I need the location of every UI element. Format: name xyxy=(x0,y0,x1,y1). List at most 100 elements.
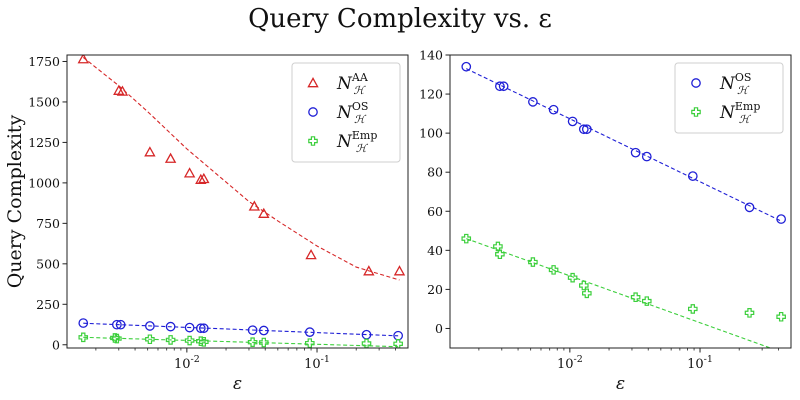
data-point-emp xyxy=(495,249,505,260)
series-emp xyxy=(461,233,786,348)
data-point-emp xyxy=(582,288,592,299)
data-point-emp xyxy=(641,296,652,306)
data-point-emp xyxy=(184,335,195,346)
legend-box xyxy=(291,62,401,163)
plot-area xyxy=(461,61,786,348)
data-point-os xyxy=(145,321,155,331)
data-point-emp xyxy=(461,233,472,244)
y-tick-label: 1750 xyxy=(28,54,60,69)
chart-panel-right: 10-2 10-1 0 20 40 60 80 100 120 140 ε NOS ℋ NEmp ℋ xyxy=(419,48,792,394)
fit-line-emp xyxy=(83,336,399,348)
series-aa xyxy=(77,55,406,281)
plot-frame xyxy=(66,54,409,349)
y-tick-label: 500 xyxy=(36,256,60,271)
data-point-os xyxy=(776,214,786,224)
data-point-os xyxy=(78,318,89,328)
y-tick-label: 250 xyxy=(36,297,60,312)
y-tick-label: 100 xyxy=(419,126,443,141)
series-os xyxy=(78,318,403,341)
data-point-os xyxy=(548,104,559,115)
data-point-aa xyxy=(144,146,156,157)
data-point-emp xyxy=(199,337,209,347)
data-point-emp xyxy=(304,338,315,348)
data-point-os xyxy=(744,202,755,213)
y-tick-label: 1500 xyxy=(28,94,60,109)
figure-title: Query Complexity vs. ε xyxy=(248,4,552,34)
data-point-emp xyxy=(528,257,538,267)
data-point-aa xyxy=(198,172,210,184)
y-tick-label: 1250 xyxy=(28,135,60,150)
data-point-os xyxy=(578,124,589,135)
data-point-emp xyxy=(630,292,641,303)
data-point-os xyxy=(165,321,176,332)
y-tick-label: 0 xyxy=(52,337,60,352)
data-point-aa xyxy=(195,173,207,184)
data-point-aa xyxy=(258,207,270,218)
legend-label-os: NOS ℋ xyxy=(336,100,368,126)
y-tick-label: 20 xyxy=(427,282,443,297)
data-point-os xyxy=(498,81,509,92)
data-point-os xyxy=(495,81,505,92)
data-point-emp xyxy=(112,333,122,344)
data-point-os xyxy=(567,116,578,127)
legend-marker-emp xyxy=(691,107,701,117)
legend: NAA ℋ NOS ℋ NEmp ℋ xyxy=(291,62,401,163)
data-point-os xyxy=(461,61,472,72)
legend-label-aa: NAA ℋ xyxy=(336,71,369,97)
fit-line-emp xyxy=(466,238,772,348)
data-point-os xyxy=(112,319,122,330)
data-point-aa xyxy=(77,55,89,64)
x-axis-label: ε xyxy=(233,374,242,394)
legend-marker-os xyxy=(308,107,318,117)
series-emp xyxy=(78,332,403,348)
data-point-os xyxy=(198,323,209,334)
data-point-os xyxy=(115,319,126,330)
legend-marker-os xyxy=(691,78,701,88)
data-point-emp xyxy=(493,241,503,252)
data-point-os xyxy=(641,151,652,162)
data-point-emp xyxy=(361,338,372,348)
legend-box xyxy=(674,62,784,134)
legend-marker-emp xyxy=(308,136,318,146)
data-point-emp xyxy=(258,337,269,348)
data-point-emp xyxy=(776,311,786,322)
data-point-aa xyxy=(248,200,261,211)
data-point-aa xyxy=(305,248,317,260)
data-point-os xyxy=(630,147,641,158)
x-tick-label: 10-2 xyxy=(557,354,583,372)
legend-marker-aa xyxy=(307,77,319,88)
data-point-os xyxy=(687,171,698,181)
data-point-emp xyxy=(548,265,559,275)
data-point-os xyxy=(528,97,538,107)
y-tick-label: 750 xyxy=(36,216,60,231)
data-point-aa xyxy=(116,85,129,96)
data-point-os xyxy=(258,325,269,336)
x-axis-label: ε xyxy=(616,374,625,394)
data-point-emp xyxy=(247,337,258,347)
plot-frame xyxy=(449,54,792,349)
data-point-emp xyxy=(145,334,155,345)
legend-label-emp: NEmp ℋ xyxy=(719,100,760,126)
legend-label-os: NOS ℋ xyxy=(719,71,751,97)
y-axis-label: Query Complexity xyxy=(4,114,26,288)
y-tick-label: 1000 xyxy=(28,175,60,190)
x-tick-label: 10-1 xyxy=(304,354,330,372)
data-point-os xyxy=(304,327,315,337)
data-point-emp xyxy=(110,333,120,343)
data-point-os xyxy=(247,325,258,336)
y-tick-label: 140 xyxy=(419,48,443,63)
series-os xyxy=(461,61,786,224)
x-tick-label: 10-2 xyxy=(174,354,200,372)
x-tick-label: 10-1 xyxy=(687,354,713,372)
data-point-aa xyxy=(393,265,406,276)
fit-line-os xyxy=(83,322,399,337)
y-tick-label: 0 xyxy=(435,321,443,336)
data-point-emp xyxy=(687,304,698,314)
data-point-emp xyxy=(744,308,755,318)
data-point-aa xyxy=(183,167,196,178)
data-point-aa xyxy=(363,265,375,276)
y-tick-label: 60 xyxy=(427,204,443,219)
chart-panel-left: 10-2 10-1 0 250 500 750 1000 1250 1500 1750 ε Query… xyxy=(4,54,409,394)
data-point-aa xyxy=(164,152,177,163)
